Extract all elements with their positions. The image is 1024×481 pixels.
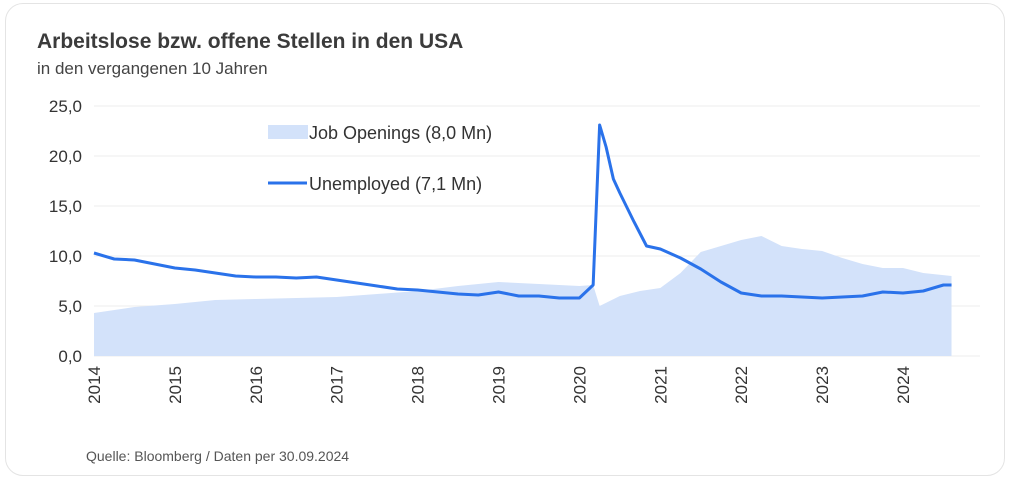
unemployed-line — [93, 123, 952, 300]
chart-title: Arbeitslose bzw. offene Stellen in den U… — [37, 30, 464, 53]
y-tick-label: 10,0 — [49, 247, 82, 266]
source-note: Quelle: Bloomberg / Daten per 30.09.2024 — [86, 448, 350, 464]
x-tick-label: 2020 — [570, 366, 589, 404]
chart-card: Arbeitslose bzw. offene Stellen in den U… — [5, 3, 1005, 476]
legend-swatch-job-openings — [268, 125, 308, 139]
y-tick-label: 25,0 — [49, 97, 82, 116]
y-tick-label: 5,0 — [58, 297, 82, 316]
x-tick-label: 2019 — [490, 366, 509, 404]
y-tick-label: 20,0 — [49, 147, 82, 166]
chart-subtitle: in den vergangenen 10 Jahren — [37, 59, 268, 78]
x-tick-label: 2016 — [247, 366, 266, 404]
x-tick-label: 2021 — [651, 366, 670, 404]
x-tick-label: 2022 — [732, 366, 751, 404]
legend-label-unemployed: Unemployed (7,1 Mn) — [309, 174, 482, 194]
x-tick-label: 2014 — [85, 366, 104, 404]
legend-label-job-openings: Job Openings (8,0 Mn) — [309, 123, 492, 143]
x-tick-label: 2024 — [894, 366, 913, 404]
x-tick-label: 2015 — [166, 366, 185, 404]
x-tick-label: 2018 — [409, 366, 428, 404]
y-tick-label: 0,0 — [58, 347, 82, 366]
y-tick-label: 15,0 — [49, 197, 82, 216]
x-tick-label: 2023 — [813, 366, 832, 404]
x-tick-label: 2017 — [328, 366, 347, 404]
